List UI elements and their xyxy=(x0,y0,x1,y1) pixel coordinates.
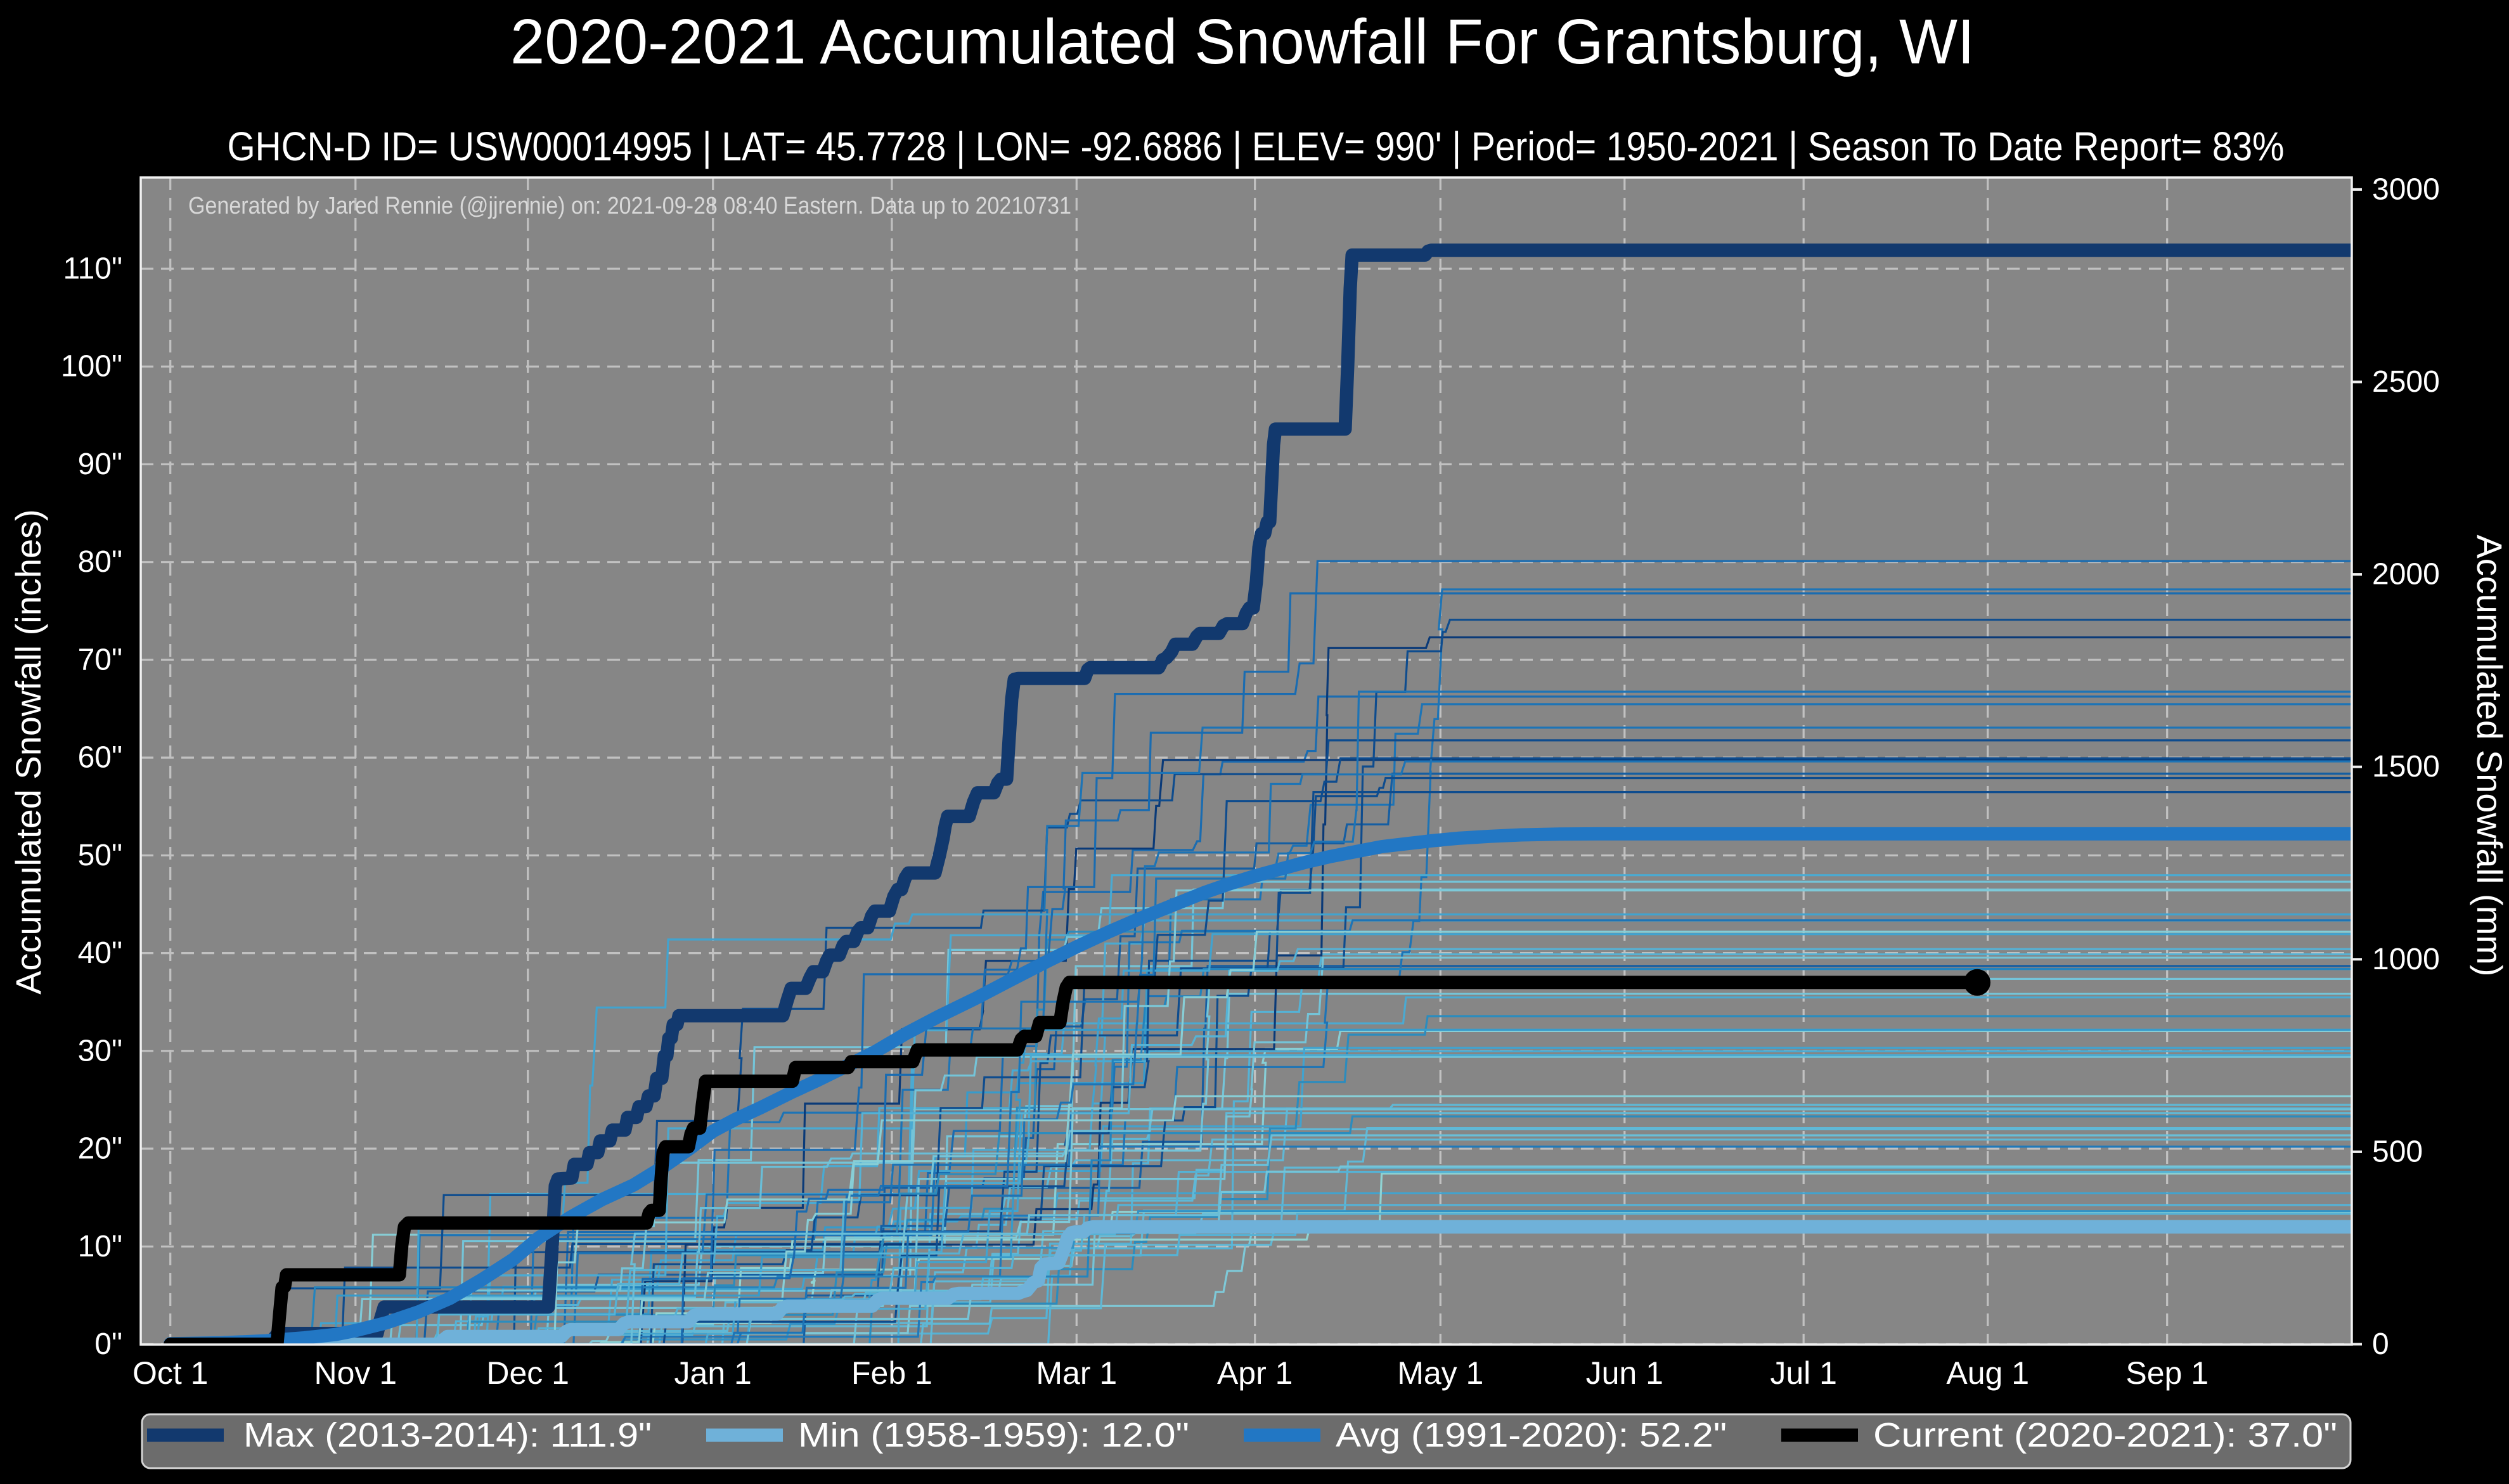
svg-text:Apr 1: Apr 1 xyxy=(1217,1355,1293,1391)
svg-text:3000: 3000 xyxy=(2372,172,2440,206)
svg-text:Aug 1: Aug 1 xyxy=(1946,1355,2029,1391)
svg-text:Max (2013-2014): 111.9": Max (2013-2014): 111.9" xyxy=(243,1416,652,1454)
svg-text:Accumulated Snowfall (mm): Accumulated Snowfall (mm) xyxy=(2470,534,2509,976)
svg-text:20": 20" xyxy=(78,1132,122,1166)
svg-text:Jul 1: Jul 1 xyxy=(1770,1355,1837,1391)
svg-text:2000: 2000 xyxy=(2372,558,2440,591)
svg-text:50": 50" xyxy=(78,839,122,872)
svg-text:Sep 1: Sep 1 xyxy=(2125,1355,2209,1391)
svg-text:1000: 1000 xyxy=(2372,943,2440,976)
svg-text:60": 60" xyxy=(78,741,122,775)
svg-text:May 1: May 1 xyxy=(1397,1355,1483,1391)
svg-text:Generated by Jared Rennie (@jj: Generated by Jared Rennie (@jjrennie) on… xyxy=(188,193,1071,219)
svg-text:Dec 1: Dec 1 xyxy=(486,1355,569,1391)
svg-text:Current (2020-2021): 37.0": Current (2020-2021): 37.0" xyxy=(1873,1416,2337,1454)
svg-text:70": 70" xyxy=(78,643,122,676)
svg-text:Nov 1: Nov 1 xyxy=(314,1355,397,1391)
svg-text:Mar 1: Mar 1 xyxy=(1036,1355,1117,1391)
svg-text:Feb 1: Feb 1 xyxy=(851,1355,932,1391)
svg-text:500: 500 xyxy=(2372,1135,2423,1168)
svg-text:Oct 1: Oct 1 xyxy=(132,1355,208,1391)
svg-text:40": 40" xyxy=(78,936,122,970)
svg-text:0: 0 xyxy=(2372,1327,2389,1361)
svg-text:Avg (1991-2020): 52.2": Avg (1991-2020): 52.2" xyxy=(1336,1416,1727,1454)
svg-text:30": 30" xyxy=(78,1034,122,1068)
svg-text:Jan 1: Jan 1 xyxy=(674,1355,752,1391)
svg-text:100": 100" xyxy=(61,350,122,384)
svg-text:80": 80" xyxy=(78,545,122,579)
svg-text:GHCN-D ID= USW00014995 | LAT=: GHCN-D ID= USW00014995 | LAT= 45.7728 | … xyxy=(228,124,2285,169)
svg-text:110": 110" xyxy=(63,252,122,286)
svg-text:2020-2021 Accumulated Snowfall: 2020-2021 Accumulated Snowfall For Grant… xyxy=(510,6,1975,77)
svg-text:Accumulated Snowfall (inches): Accumulated Snowfall (inches) xyxy=(8,509,48,995)
svg-text:Min (1958-1959): 12.0": Min (1958-1959): 12.0" xyxy=(798,1416,1189,1454)
svg-text:90": 90" xyxy=(78,448,122,481)
svg-text:2500: 2500 xyxy=(2372,365,2440,399)
svg-text:10": 10" xyxy=(78,1230,122,1263)
svg-text:1500: 1500 xyxy=(2372,750,2440,784)
svg-text:0": 0" xyxy=(94,1327,122,1361)
svg-text:Jun 1: Jun 1 xyxy=(1586,1355,1663,1391)
